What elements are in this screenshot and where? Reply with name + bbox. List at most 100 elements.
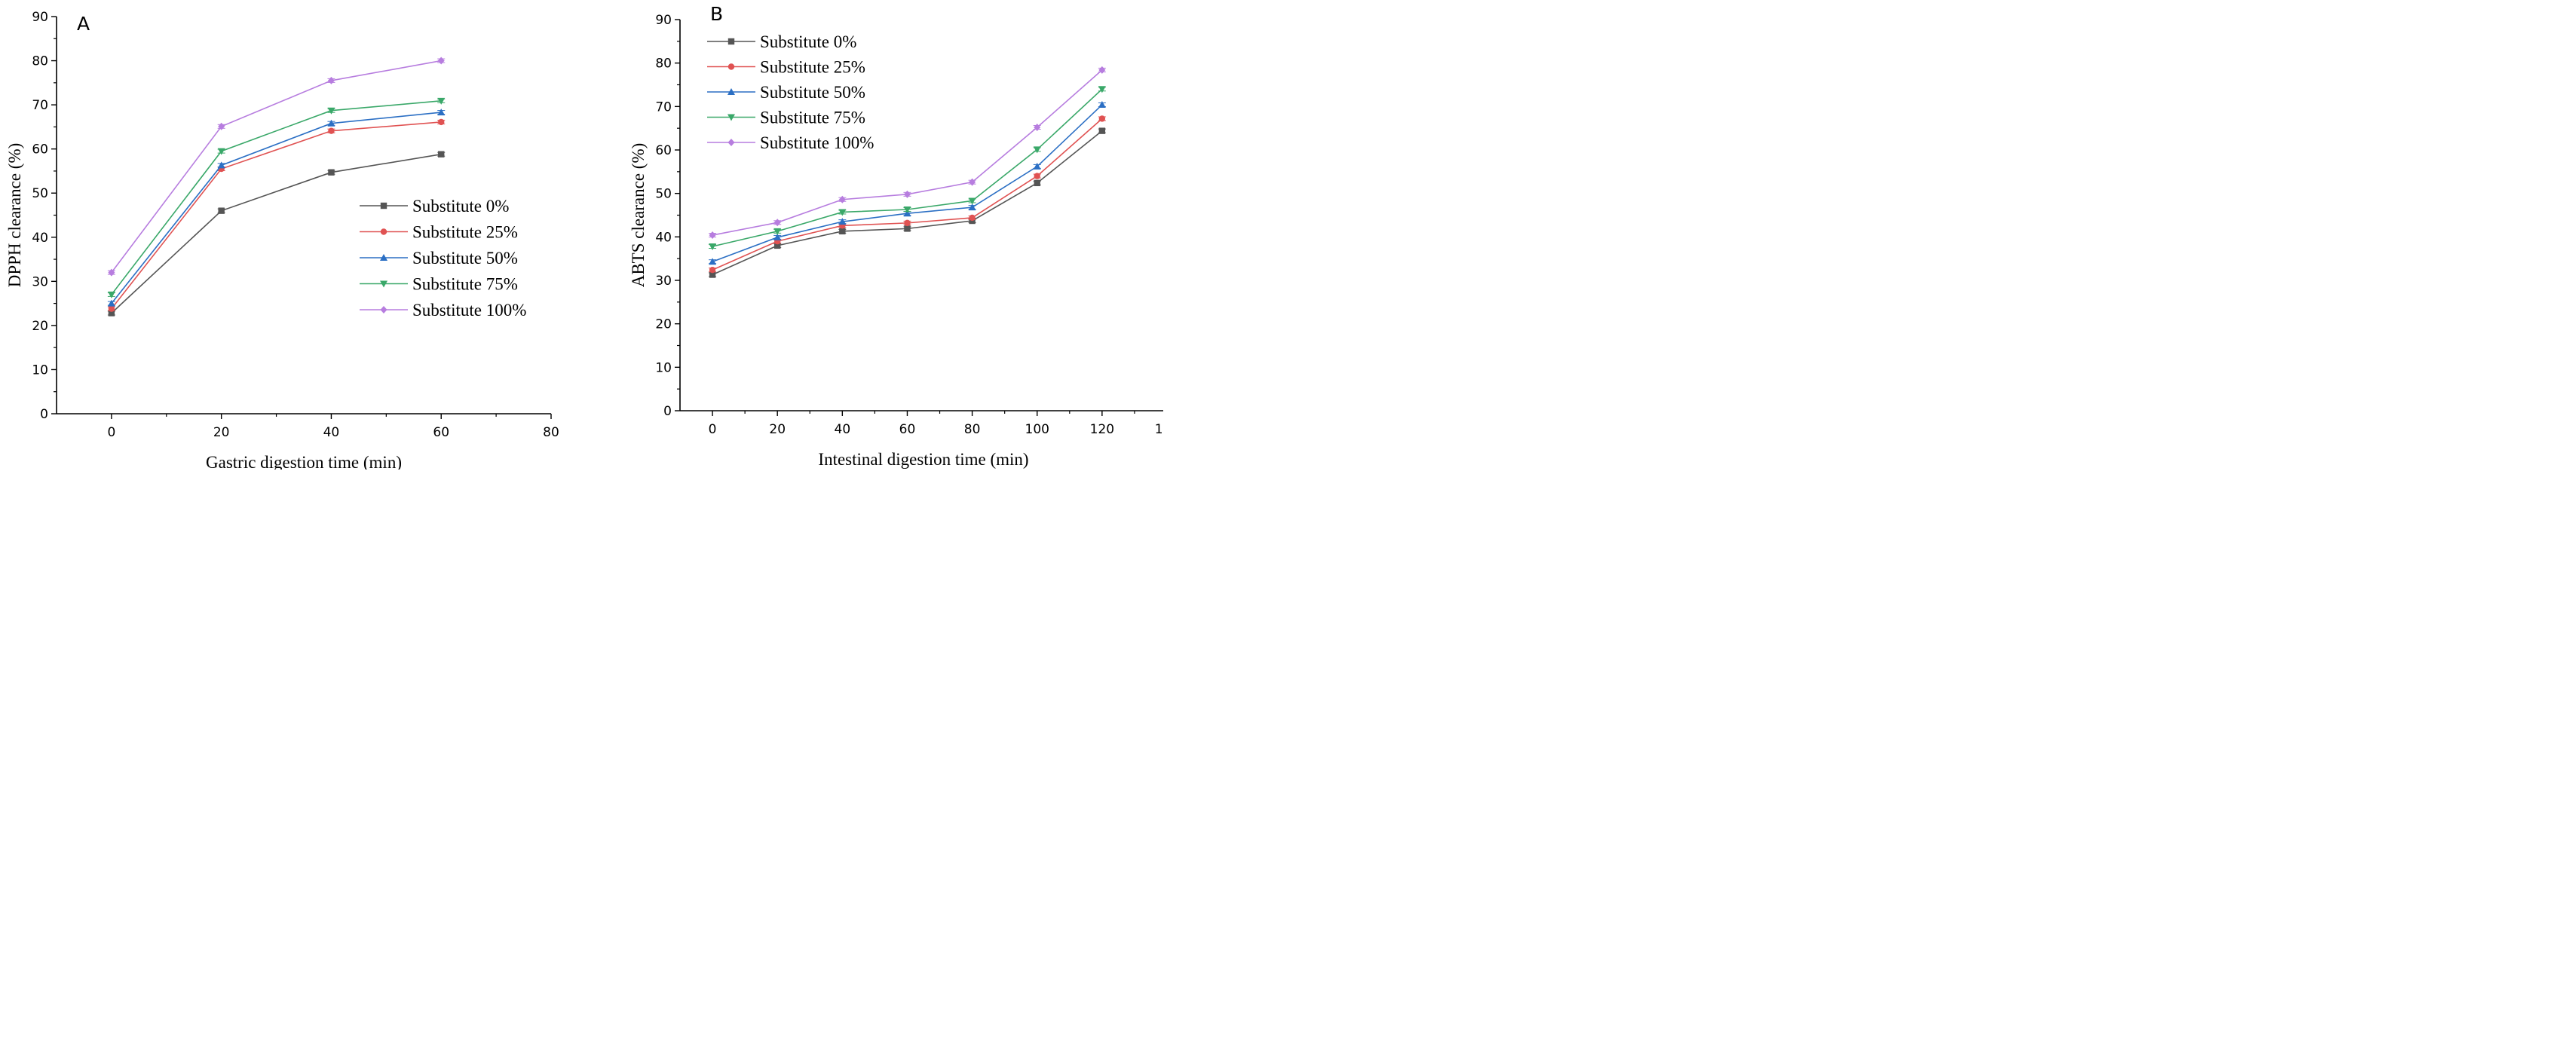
panel-a-series-substitute-25-point [438, 118, 445, 126]
panel-b-y-tick-label: 60 [655, 143, 672, 158]
panel-b-series-substitute-50-point [1098, 101, 1106, 109]
panel-a-legend-substitute-50-marker [380, 254, 387, 261]
panel-a-y-tick-label: 0 [40, 407, 48, 422]
panel-a-series-substitute-50-line [111, 112, 442, 304]
panel-b-series-substitute-25-point [1034, 173, 1040, 179]
panel-a-series-substitute-75-line [111, 100, 442, 295]
panel-b-legend-substitute-75-marker [727, 114, 735, 121]
panel-a-y-tick-label: 80 [32, 54, 48, 69]
panel-a-y-axis-title: DPPH clearance (%) [5, 143, 24, 288]
panel-b-legend-substitute-100-marker [727, 139, 735, 146]
panel-b-x-tick-label: 20 [769, 422, 786, 437]
panel-b-x-tick-label: 140 [1155, 422, 1163, 437]
panel-b-series-substitute-0-point [1034, 179, 1040, 187]
panel-b-y-tick-label: 70 [655, 99, 672, 115]
panel-b-series-substitute-0-point [1098, 127, 1106, 134]
panel-a-y-tick-label: 90 [32, 10, 48, 25]
panel-b-series-substitute-100-point [773, 219, 781, 227]
panel-a-y-tick-label: 40 [32, 231, 48, 246]
panel-b-x-tick-label: 60 [899, 422, 916, 437]
panel-b-legend-substitute-25-label: Substitute 25% [760, 58, 865, 77]
panel-b-y-tick-label: 10 [655, 360, 672, 375]
panel-b-series-substitute-100-point [1034, 124, 1041, 132]
panel-a-series-substitute-25-line [111, 121, 442, 310]
panel-a-y-tick-label: 30 [32, 274, 48, 289]
panel-a-series-substitute-100-point [218, 122, 225, 130]
panel-b-legend-substitute-0-label: Substitute 0% [760, 32, 856, 51]
panel-a-series-substitute-25-point [108, 305, 115, 312]
panel-a-series-substitute-100-point [108, 268, 115, 277]
panel-a-x-tick-label: 40 [323, 425, 340, 440]
panel-b-legend-substitute-100-label: Substitute 100% [760, 133, 874, 152]
panel-a-series-substitute-100-point [327, 76, 335, 84]
panel-b-series-substitute-0-point [904, 225, 911, 232]
panel-a-legend-substitute-100-label: Substitute 100% [412, 301, 526, 320]
panel-b-x-tick-label: 80 [964, 422, 981, 437]
panel-a-x-tick-label: 0 [107, 425, 115, 440]
panel-a-x-tick-label: 60 [433, 425, 449, 440]
panel-b-series-substitute-50-point [1033, 162, 1041, 170]
panel-b-series-substitute-25-point [709, 266, 716, 274]
panel-b-y-tick-label: 0 [663, 404, 672, 419]
panel-a-x-axis-title: Gastric digestion time (min) [206, 453, 402, 470]
panel-b-y-tick-label: 40 [655, 230, 672, 245]
panel-b-series-substitute-100-point [838, 195, 846, 203]
panel-b-series-substitute-50-line [712, 104, 1103, 262]
panel-b-series-substitute-100-point [903, 190, 911, 198]
panel-b-series-substitute-50-point [773, 233, 782, 240]
panel-a-series-substitute-100-line [111, 60, 442, 274]
panel-b-series-substitute-75-point [1033, 146, 1041, 154]
panel-a-series-substitute-50-point [107, 299, 115, 307]
panel-a-series-substitute-50-point [437, 109, 446, 116]
panel-a-series-substitute-0-point [438, 151, 445, 158]
panel-b-legend-substitute-0-marker [727, 38, 735, 45]
panel-a: 0 10 20 30 40 50 60 70 80 90 0 20 40 60 80 Gastric dige… [5, 10, 559, 472]
panel-a-legend: Substitute 0% Substitute 25% Substitute 50… [360, 197, 526, 320]
panel-b-y-tick-label: 80 [655, 57, 672, 72]
panel-b-series-substitute-75-point [903, 206, 911, 214]
panel-b-y-axis-title: ABTS clearance (%) [629, 143, 648, 288]
panel-b-series-substitute-25-point [904, 219, 911, 227]
panel-b-x-tick-label: 100 [1025, 422, 1049, 437]
panel-b-series-substitute-100-point [1098, 66, 1106, 74]
panel-b-legend-substitute-75-label: Substitute 75% [760, 109, 865, 127]
panel-a-x-tick-label: 20 [213, 425, 230, 440]
panel-b-series-substitute-50-point [838, 218, 847, 225]
panel-b-series-substitute-50-point [709, 258, 717, 265]
panel-b-series-substitute-100-point [709, 231, 716, 240]
panel-b-legend-substitute-25-marker [727, 63, 735, 70]
panel-b-series-substitute-75-point [1098, 86, 1106, 93]
panel-b-panel-letter: B [710, 3, 723, 25]
panel-a-legend-substitute-0-marker [380, 202, 387, 210]
panel-a-legend-substitute-0-label: Substitute 0% [412, 197, 509, 216]
panel-b-series-substitute-25-point [1098, 115, 1106, 122]
panel-a-series-substitute-0-point [328, 169, 335, 176]
panel-b: 0 10 20 30 40 50 60 70 80 90 0 20 40 60 80 100 120 140 Int… [629, 3, 1179, 469]
panel-b-series-substitute-75-point [709, 243, 717, 251]
panel-a-legend-substitute-25-marker [380, 228, 387, 235]
panel-a-series-substitute-50-point [217, 161, 225, 169]
panel-a-y-tick-label: 50 [32, 186, 48, 201]
panel-a-y-tick-label: 70 [32, 98, 48, 113]
panel-a-series-substitute-0-point [218, 207, 225, 214]
panel-a-legend-substitute-75-marker [380, 280, 387, 288]
panel-b-series-substitute-75-point [838, 209, 847, 216]
panel-a-x-tick-label: 80 [543, 425, 559, 440]
panel-a-y-tick-label: 10 [32, 362, 48, 378]
panel-b-series-substitute-0-point [774, 242, 781, 249]
panel-b-series-substitute-75-point [968, 197, 976, 205]
panel-a-series-substitute-75-point [107, 291, 115, 298]
panel-a-panel-letter: A [77, 13, 90, 35]
panel-b-series-substitute-0-line [712, 130, 1103, 276]
panel-b-legend-substitute-50-label: Substitute 50% [760, 83, 865, 102]
panel-b-y-tick-label: 20 [655, 317, 672, 332]
panel-b-series-substitute-0-point [709, 271, 716, 278]
panel-b-legend: Substitute 0% Substitute 25% Substitute 50… [707, 32, 874, 152]
panel-a-legend-substitute-75-label: Substitute 75% [412, 275, 518, 294]
panel-b-y-tick-label: 50 [655, 187, 672, 202]
panel-b-series-substitute-50-point [968, 203, 976, 211]
panel-b-series-substitute-100-point [969, 178, 976, 186]
chart-figure: 0 10 20 30 40 50 60 70 80 90 0 20 40 60 80 Gastric dige… [5, 3, 1179, 472]
panel-b-series-substitute-25-point [969, 214, 976, 222]
panel-b-y-tick-label: 90 [655, 13, 672, 28]
